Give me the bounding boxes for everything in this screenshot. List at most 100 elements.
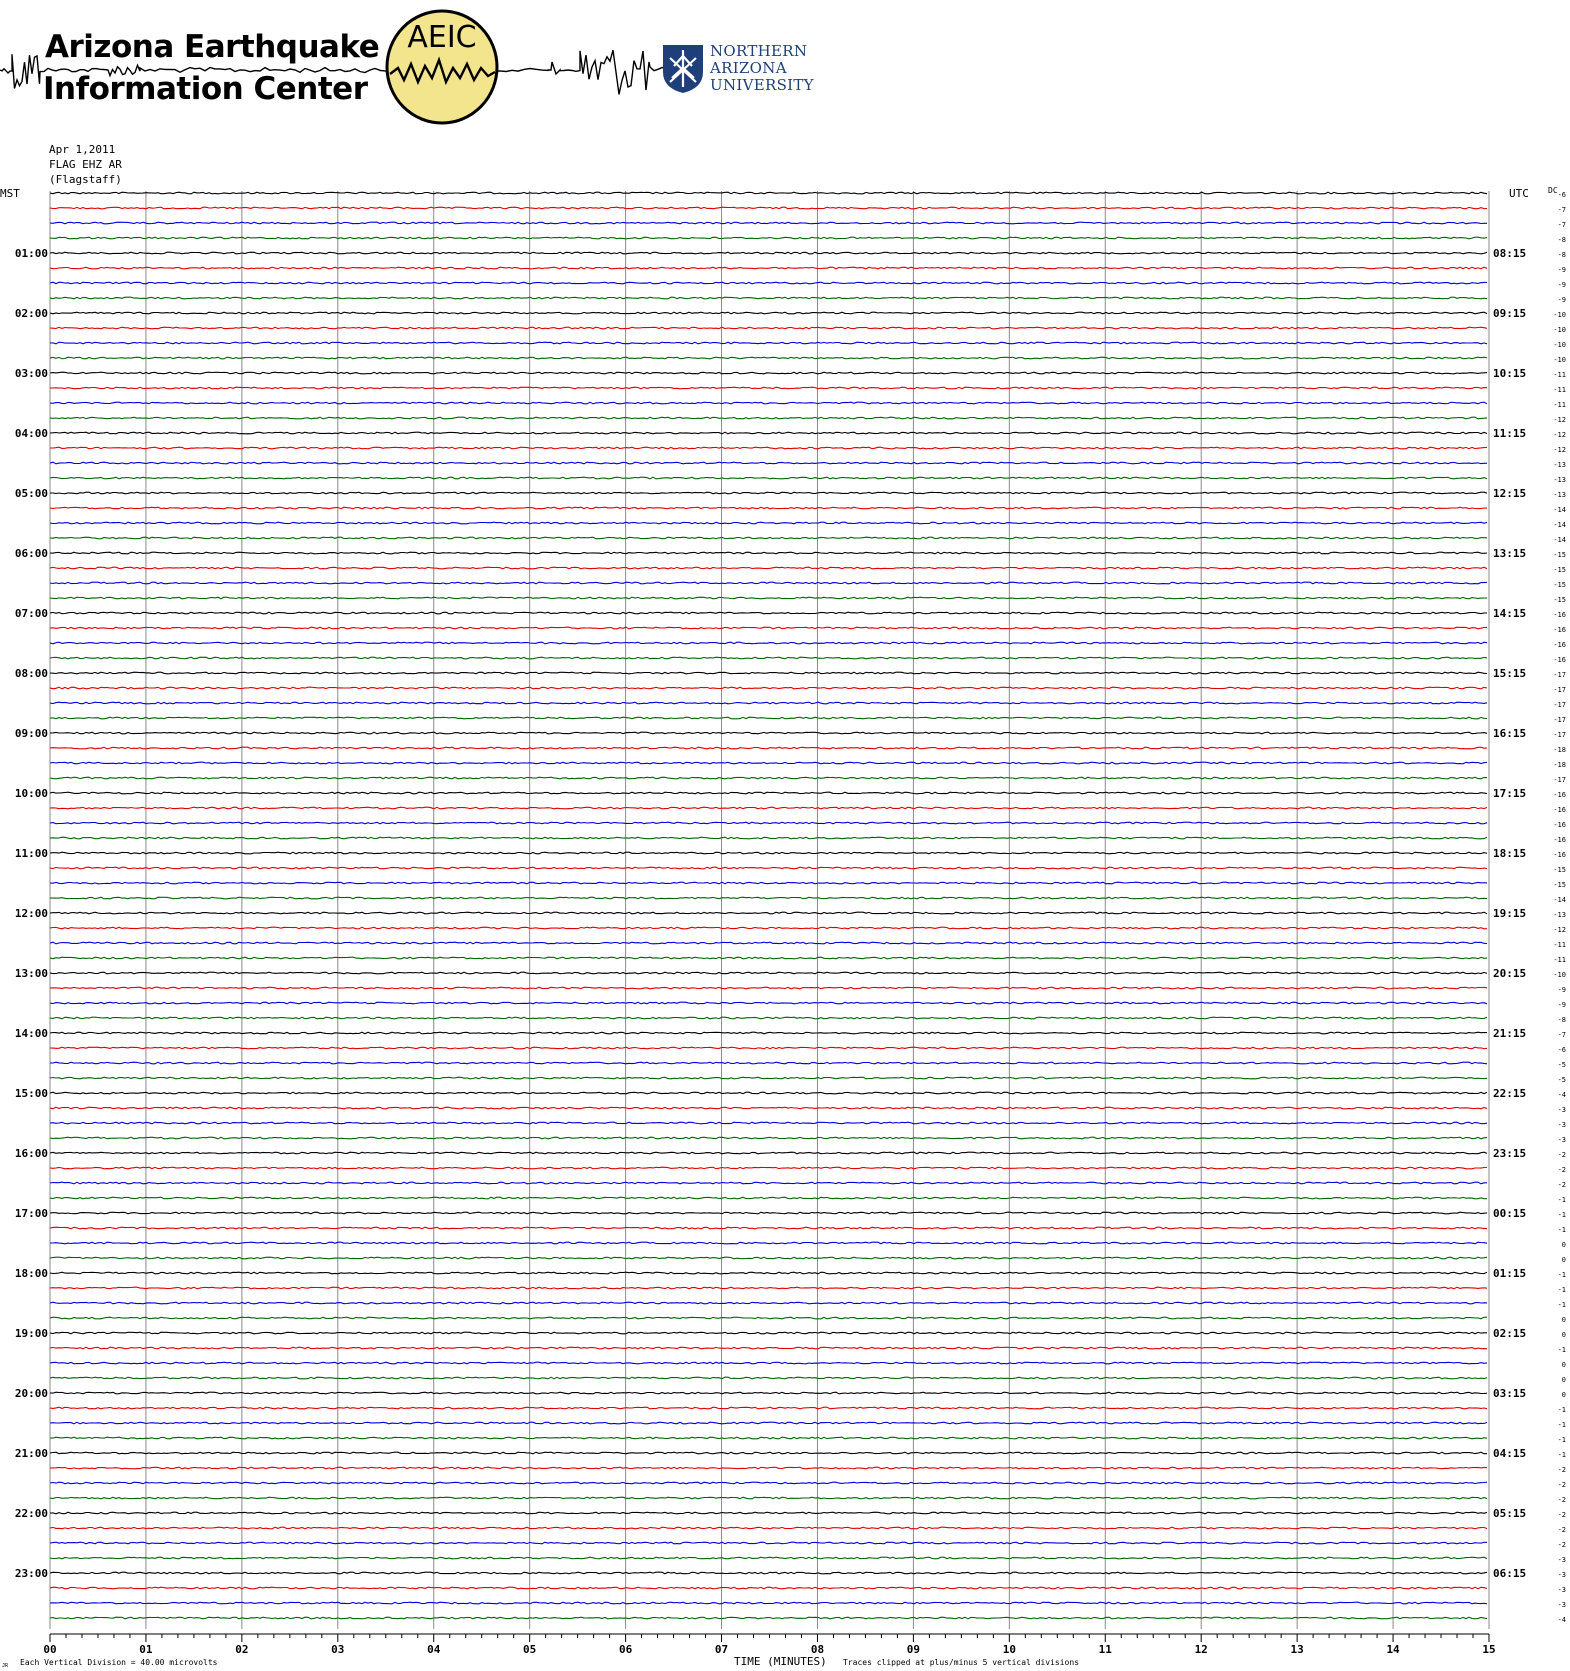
seismic-traces [49, 191, 1488, 1620]
mst-hour-label: 17:00 [15, 1207, 48, 1220]
utc-hour-label: 09:15 [1493, 307, 1526, 320]
x-tick-label: 13 [1291, 1643, 1304, 1656]
seismic-trace [49, 986, 1488, 990]
seismic-trace [49, 266, 1488, 270]
dc-label: DC [1548, 186, 1558, 195]
seismic-trace [49, 1256, 1488, 1260]
dc-offset-label: 0 [1562, 1391, 1566, 1399]
dc-offset-label: -3 [1558, 1556, 1566, 1564]
seismic-trace [49, 1271, 1488, 1275]
seismic-trace [49, 1511, 1488, 1515]
dc-offset-label: -12 [1553, 446, 1566, 454]
dc-offset-label: -16 [1553, 806, 1566, 814]
x-tick-label: 01 [139, 1643, 153, 1656]
dc-offset-label: -1 [1558, 1286, 1566, 1294]
seismic-trace [49, 476, 1488, 480]
x-tick-label: 03 [331, 1643, 344, 1656]
seismic-trace [49, 1436, 1488, 1440]
seismic-trace [49, 431, 1488, 435]
dc-offset-label: -7 [1558, 1031, 1566, 1039]
dc-offset-label: -1 [1558, 1196, 1566, 1204]
seismic-trace [49, 971, 1488, 975]
seismic-trace [49, 1361, 1488, 1365]
seismic-trace [50, 386, 1488, 390]
seismic-trace [49, 1316, 1488, 1320]
mst-hour-label: 09:00 [15, 727, 48, 740]
utc-hour-label: 13:15 [1493, 547, 1526, 560]
mst-hour-label: 03:00 [15, 367, 48, 380]
corner-mark: JR [2, 1663, 9, 1669]
dc-offset-label: -3 [1558, 1601, 1566, 1609]
dc-offset-label: -2 [1558, 1541, 1566, 1549]
dc-offset-label: -16 [1553, 821, 1566, 829]
dc-offset-label: -16 [1553, 626, 1566, 634]
dc-offset-label: -2 [1558, 1181, 1566, 1189]
utc-hour-label: 23:15 [1493, 1147, 1526, 1160]
mst-hour-label: 15:00 [15, 1087, 48, 1100]
dc-offset-label: -9 [1558, 281, 1566, 289]
seismic-trace [49, 1286, 1488, 1290]
utc-hour-label: 03:15 [1493, 1387, 1526, 1400]
dc-offset-label: -5 [1558, 1061, 1566, 1069]
x-tick-label: 09 [907, 1643, 920, 1656]
university-name-line2: ARIZONA [710, 59, 787, 77]
dc-offset-label: -16 [1553, 656, 1566, 664]
x-axis-title: TIME (MINUTES) [734, 1655, 827, 1668]
dc-offset-label: -10 [1553, 311, 1566, 319]
mst-hour-label: 10:00 [15, 787, 48, 800]
seismic-trace [49, 1556, 1488, 1560]
seismic-trace [49, 1076, 1488, 1080]
utc-hour-label: 06:15 [1493, 1567, 1526, 1580]
seismic-trace [49, 1391, 1488, 1395]
x-tick-label: 06 [619, 1643, 633, 1656]
seismic-trace [49, 776, 1488, 780]
university-name-line1: NORTHERN [710, 42, 808, 60]
dc-offset-label: -13 [1553, 911, 1566, 919]
seismic-trace [49, 221, 1487, 225]
utc-hour-label: 10:15 [1493, 367, 1526, 380]
seismic-trace [49, 311, 1488, 315]
seismic-trace [49, 1121, 1488, 1125]
dc-offset-label: -2 [1558, 1511, 1566, 1519]
dc-offset-label: -16 [1553, 836, 1566, 844]
dc-offset-label: -8 [1558, 251, 1566, 259]
dc-offset-label: -8 [1558, 236, 1566, 244]
seismic-trace [49, 686, 1488, 690]
seismic-trace [49, 356, 1488, 360]
seismic-trace [49, 551, 1488, 555]
mst-hour-label: 12:00 [15, 907, 48, 920]
header-banner: Arizona Earthquake Information Center AE… [0, 0, 1570, 140]
utc-hour-label: 12:15 [1493, 487, 1526, 500]
dc-offset-label: -8 [1558, 1016, 1566, 1024]
seismic-trace [49, 566, 1488, 570]
seismic-trace [49, 851, 1488, 855]
seismic-trace [49, 836, 1488, 840]
dc-offset-label: -12 [1553, 926, 1566, 934]
dc-offset-label: -15 [1553, 581, 1566, 589]
dc-offset-label: -17 [1553, 731, 1566, 739]
dc-offset-label: -15 [1553, 866, 1566, 874]
x-tick-label: 05 [523, 1643, 536, 1656]
x-tick-label: 14 [1386, 1643, 1400, 1656]
aeic-badge-logo: AEIC [385, 9, 499, 125]
mst-hour-label: 01:00 [15, 247, 48, 260]
seismic-trace [49, 296, 1488, 300]
seismic-trace [49, 761, 1488, 765]
dc-offset-label: -11 [1553, 956, 1566, 964]
seismic-trace [49, 1226, 1488, 1230]
dc-offset-label: -13 [1553, 491, 1566, 499]
dc-offset-label: -17 [1553, 776, 1566, 784]
mst-hour-label: 18:00 [15, 1267, 48, 1280]
seismic-trace [49, 401, 1488, 405]
seismic-trace [49, 731, 1488, 735]
mst-hour-label: 11:00 [15, 847, 48, 860]
dc-offset-label: -14 [1553, 896, 1566, 904]
mst-hour-label: 23:00 [15, 1567, 48, 1580]
university-crest-icon [663, 45, 703, 93]
dc-offset-label: -5 [1558, 1076, 1566, 1084]
seismic-trace [49, 1331, 1487, 1335]
seismic-trace [49, 1151, 1488, 1155]
seismic-trace [50, 446, 1488, 450]
x-tick-label: 04 [427, 1643, 441, 1656]
